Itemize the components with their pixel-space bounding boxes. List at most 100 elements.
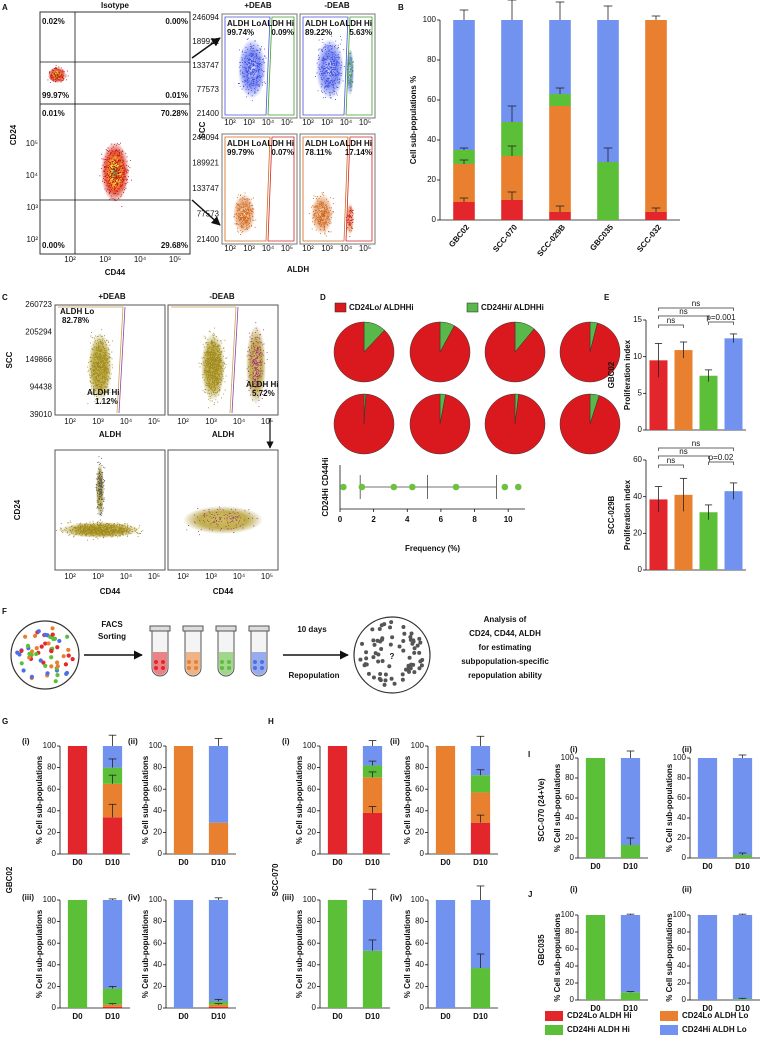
cell	[417, 650, 422, 655]
cell	[63, 662, 69, 667]
chart-side-title: GBC02	[607, 361, 616, 388]
cell	[379, 647, 384, 652]
y-tick-label: 40	[565, 813, 574, 822]
significance-label: ns	[679, 307, 687, 316]
gate	[267, 16, 295, 116]
gate-value: 78.11%	[305, 148, 332, 157]
panel-letter: C	[2, 293, 8, 302]
y-tick-label: 0	[420, 849, 425, 858]
tube-cap	[248, 625, 270, 632]
bar-segment	[620, 758, 641, 845]
cell	[366, 671, 371, 676]
cell	[49, 655, 54, 660]
legend-swatch	[334, 302, 347, 313]
cell	[364, 656, 369, 661]
tick-label: 10³	[26, 203, 38, 212]
y-tick-label: 100	[411, 895, 425, 904]
cell	[21, 668, 26, 673]
legend-swatch	[660, 1011, 678, 1021]
cell	[360, 641, 365, 646]
sub-label: (i)	[22, 737, 30, 746]
sub-label: (iii)	[22, 893, 34, 902]
bar-segment	[102, 988, 123, 1005]
x-tick-label: D0	[702, 862, 713, 871]
y-tick-label: 40	[677, 813, 686, 822]
sub-label: (i)	[570, 885, 578, 894]
gate-label: ALDH Hi	[87, 388, 119, 397]
step-label: Sorting	[98, 632, 126, 641]
tick-label: 10³	[92, 417, 104, 426]
bar-segment	[501, 122, 523, 156]
panel-letter: G	[2, 717, 8, 726]
tick-label: 10²	[177, 417, 189, 426]
y-tick-label: 40	[427, 135, 436, 144]
tick-label: 133747	[192, 61, 219, 70]
cell	[418, 640, 423, 645]
significance-bracket	[658, 307, 734, 311]
x-tick-label: D10	[365, 858, 380, 867]
x-tick-label: D10	[365, 1012, 380, 1021]
data-point	[514, 483, 522, 491]
gate-value: 5.63%	[349, 28, 372, 37]
data-point	[409, 483, 416, 491]
sub-label: (ii)	[390, 737, 400, 746]
cell	[17, 652, 22, 657]
bar-segment	[620, 915, 641, 993]
x-tick-label: D10	[473, 1012, 488, 1021]
x-tick-label: D0	[440, 1012, 451, 1021]
y-tick-label: 0	[638, 425, 643, 434]
gate	[224, 136, 271, 242]
event-dots	[47, 64, 69, 84]
gate-value: 99.79%	[227, 148, 254, 157]
x-tick-label: D0	[332, 858, 343, 867]
significance-bracket	[658, 464, 684, 468]
y-tick-label: 0	[312, 1003, 317, 1012]
y-tick-label: 0	[682, 995, 687, 1004]
cell	[55, 664, 60, 669]
analysis-text: for estimating	[479, 643, 532, 652]
bar-segment	[362, 777, 383, 813]
sub-label: (i)	[282, 737, 290, 746]
bar-segment	[67, 746, 88, 854]
y-tick-label: 20	[565, 833, 574, 842]
tick-label: 10³	[243, 244, 255, 253]
bar	[674, 350, 693, 430]
x-tick-label: D0	[702, 1004, 713, 1013]
arrow	[191, 37, 221, 59]
event-dots	[315, 35, 345, 100]
plot-frame	[221, 13, 298, 119]
tick-label: 10³	[92, 572, 104, 581]
y-tick-label: 40	[565, 961, 574, 970]
cell	[194, 660, 198, 664]
cell	[161, 666, 165, 670]
panel-letter: I	[528, 750, 530, 759]
bar-segment	[597, 20, 619, 162]
gate-label: ALDH Hi	[262, 139, 294, 148]
x-tick-label: 8	[472, 515, 477, 524]
x-tick-label: 6	[439, 515, 444, 524]
y-tick-label: 40	[47, 960, 56, 969]
legend-label: CD24Lo ALDH Hi	[567, 1011, 632, 1020]
y-tick-label: 80	[427, 55, 436, 64]
bar-segment	[173, 746, 194, 854]
sub-label: (iv)	[390, 893, 402, 902]
tick-label: 10³	[205, 417, 217, 426]
x-tick-label: D10	[623, 862, 638, 871]
y-tick-label: 60	[153, 784, 162, 793]
tick-label: 10³	[321, 118, 333, 127]
x-tick-label: GBC02	[447, 222, 471, 249]
bar-segment	[470, 746, 491, 776]
panel-letter: D	[320, 293, 326, 302]
y-tick-label: 80	[415, 763, 424, 772]
y-tick-label: 60	[307, 784, 316, 793]
bar-segment	[549, 212, 571, 220]
gate-label: ALDH Hi	[340, 19, 372, 28]
x-tick-label: D0	[590, 862, 601, 871]
plot-frame	[54, 304, 166, 416]
y-tick-label: 100	[411, 741, 425, 750]
gate	[267, 136, 295, 242]
y-tick-label: 0	[52, 849, 57, 858]
y-tick-label: 0	[420, 1003, 425, 1012]
y-tick-label: 40	[47, 806, 56, 815]
